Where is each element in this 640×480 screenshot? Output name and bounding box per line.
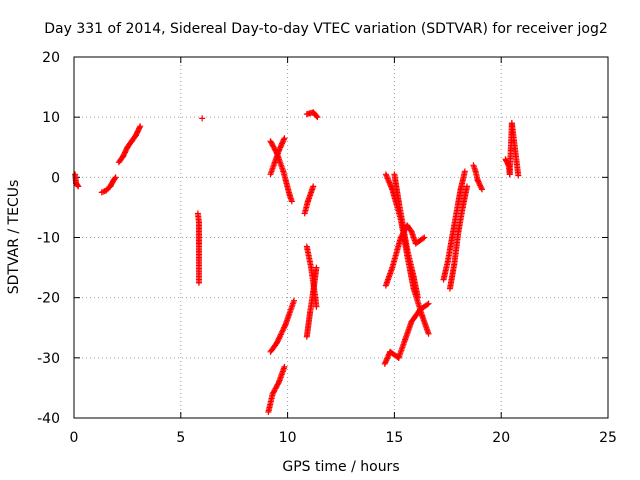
data-point: [310, 183, 317, 190]
y-tick-label: -10: [37, 231, 60, 247]
data-point: [279, 328, 286, 335]
data-point: [136, 124, 143, 131]
x-tick-label: 20: [492, 430, 510, 446]
data-point: [273, 339, 280, 346]
data-point: [276, 334, 283, 341]
data-point: [199, 115, 206, 122]
data-point: [478, 185, 485, 192]
data-point: [275, 335, 282, 342]
data-point: [478, 186, 485, 193]
y-tick-label: -40: [37, 411, 60, 427]
x-tick-label: 10: [279, 430, 297, 446]
data-point: [425, 300, 432, 307]
data-point: [111, 175, 118, 182]
data-point: [74, 182, 81, 189]
data-point: [281, 363, 288, 370]
data-point: [281, 135, 288, 142]
x-axis-label: GPS time / hours: [282, 459, 399, 475]
y-tick-label: -20: [37, 291, 60, 307]
data-point: [278, 330, 285, 337]
y-tick-label: 20: [42, 50, 60, 66]
x-tick-label: 25: [599, 430, 617, 446]
y-tick-label: 10: [42, 110, 60, 126]
x-tick-label: 5: [176, 430, 185, 446]
plot-frame: [73, 56, 609, 419]
data-point: [313, 264, 320, 271]
data-point: [274, 338, 281, 345]
data-point: [407, 227, 414, 234]
x-tick-label: 15: [385, 430, 403, 446]
x-tick-labels: 0 5 10 15 20 25: [70, 430, 617, 446]
data-point: [313, 303, 320, 310]
data-point: [424, 301, 431, 308]
data-point: [425, 330, 432, 337]
grid-lines: [74, 57, 608, 418]
data-point: [277, 332, 284, 339]
data-point: [277, 331, 284, 338]
data-point: [279, 327, 286, 334]
data-point: [515, 172, 522, 179]
data-point: [275, 337, 282, 344]
y-tick-label: 0: [51, 170, 60, 186]
x-tick-label: 0: [70, 430, 79, 446]
data-points: [72, 109, 522, 415]
data-point: [75, 183, 82, 190]
data-point: [291, 297, 298, 304]
data-point: [288, 198, 295, 205]
data-point: [137, 123, 144, 130]
data-point: [195, 279, 202, 286]
data-point: [414, 294, 421, 301]
y-tick-label: -30: [37, 351, 60, 367]
data-point: [281, 324, 288, 331]
data-point: [313, 113, 320, 120]
data-point: [421, 234, 428, 241]
data-point: [461, 168, 468, 175]
data-point: [420, 235, 427, 242]
data-point: [112, 174, 119, 181]
data-point: [314, 114, 321, 121]
y-axis-label: SDTVAR / TECUs: [6, 180, 22, 295]
y-tick-labels: -40 -30 -20 -10 0 10 20: [37, 50, 60, 427]
data-point: [275, 380, 282, 387]
chart-title: Day 331 of 2014, Sidereal Day-to-day VTE…: [44, 21, 607, 37]
data-point: [281, 323, 288, 330]
data-point: [464, 183, 471, 190]
data-point: [280, 325, 287, 332]
